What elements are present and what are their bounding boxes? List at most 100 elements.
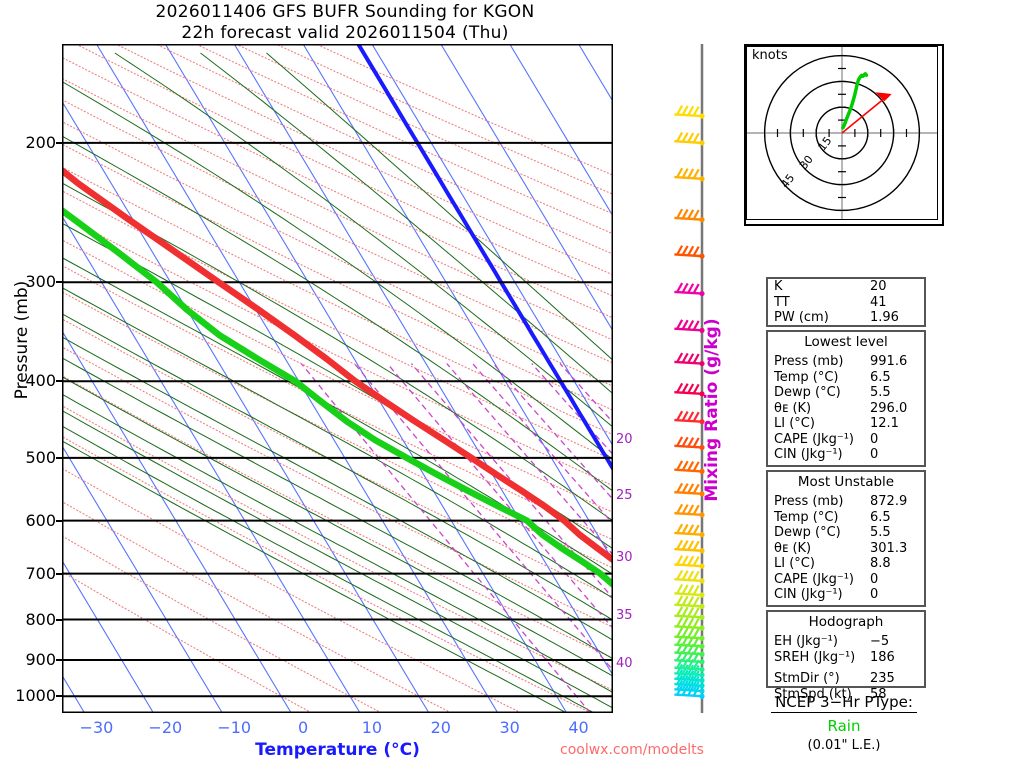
chart-title: 2026011406 GFS BUFR Sounding for KGON 22… xyxy=(0,2,690,44)
y-tick-800: 800 xyxy=(25,609,56,629)
hodograph-stat-value: 186 xyxy=(870,649,895,665)
lowest-level-header: Lowest level xyxy=(804,334,888,350)
most-unstable-label: Dewp (°C) xyxy=(774,525,841,540)
lowest-level-label: LI (°C) xyxy=(774,416,815,431)
right-axis-tick-20: 20 xyxy=(616,432,633,447)
index-label-tt: TT xyxy=(774,294,790,310)
index-row-tt: TT 41 xyxy=(768,295,924,311)
most-unstable-value: 0 xyxy=(870,571,879,587)
y-tick-mark-500 xyxy=(56,456,64,459)
right-axis-tick-30: 30 xyxy=(616,550,633,565)
watermark: coolwx.com/modelts xyxy=(560,742,704,758)
most-unstable-value: 872.9 xyxy=(870,494,908,509)
svg-text:45: 45 xyxy=(778,172,797,191)
hodograph-stat-row: EH (Jkg⁻¹) −5 xyxy=(768,634,924,650)
lowest-level-label: CIN (Jkg⁻¹) xyxy=(774,447,843,462)
right-axis-tick-25: 25 xyxy=(616,488,633,503)
index-value-k: 20 xyxy=(870,279,887,294)
index-row-k: K 20 xyxy=(768,279,924,295)
y-tick-mark-200 xyxy=(56,141,64,144)
most-unstable-header: Most Unstable xyxy=(797,474,895,490)
most-unstable-label: CIN (Jkg⁻¹) xyxy=(774,587,843,602)
hodograph-stat-label: StmSpd (kt) xyxy=(774,686,852,702)
y-tick-mark-400 xyxy=(56,380,64,383)
right-axis-tick-35: 35 xyxy=(616,608,633,623)
svg-text:30: 30 xyxy=(797,153,816,172)
y-tick-200: 200 xyxy=(25,132,56,152)
lowest-level-row: Press (mb) 991.6 xyxy=(768,354,924,370)
x-tick-0: 0 xyxy=(297,718,309,737)
x-tick-20: 20 xyxy=(430,718,451,737)
y-tick-mark-600 xyxy=(56,519,64,522)
hodograph-stat-row: StmSpd (kt) 58 xyxy=(768,687,924,703)
lowest-level-value: 6.5 xyxy=(870,369,891,385)
hodograph-stat-value: 58 xyxy=(870,686,887,702)
precip-type-amount: (0.01" L.E.) xyxy=(807,738,881,753)
y-tick-mark-800 xyxy=(56,618,64,621)
lowest-level-row: LI (°C) 12.1 xyxy=(768,416,924,432)
index-label-pw: PW (cm) xyxy=(774,310,829,325)
hodograph-stat-label: StmDir (°) xyxy=(774,671,840,686)
hodograph-units-label: knots xyxy=(752,48,788,63)
most-unstable-rows: Press (mb) 872.9 Temp (°C) 6.5 Dewp (°C) 5.5 θ… xyxy=(768,494,924,603)
lowest-level-value: 5.5 xyxy=(870,385,891,400)
x-axis-label: Temperature (°C) xyxy=(255,740,420,760)
most-unstable-value: 5.5 xyxy=(870,525,891,540)
most-unstable-row: CIN (Jkg⁻¹) 0 xyxy=(768,587,924,603)
skewt-canvas xyxy=(62,44,613,713)
index-value-pw: 1.96 xyxy=(870,310,899,325)
skewt-logp-diagram[interactable] xyxy=(62,44,613,713)
thermodynamic-indices-box: K 20 TT 41 PW (cm) 1.96 xyxy=(766,277,926,327)
lowest-level-box: Lowest level Press (mb) 991.6 Temp (°C) 6.5… xyxy=(766,330,926,467)
y-tick-900: 900 xyxy=(25,650,56,669)
most-unstable-row: θᴇ (K) 301.3 xyxy=(768,541,924,557)
most-unstable-value: 301.3 xyxy=(870,540,908,556)
lowest-level-row: Dewp (°C) 5.5 xyxy=(768,385,924,401)
lowest-level-value: 0 xyxy=(870,431,879,447)
y-tick-700: 700 xyxy=(25,563,56,583)
most-unstable-label: Temp (°C) xyxy=(774,509,839,525)
hodograph-stat-row: StmDir (°) 235 xyxy=(768,671,924,687)
wind-barb-column xyxy=(660,44,740,713)
index-row-pw: PW (cm) 1.96 xyxy=(768,310,924,326)
lowest-level-label: θᴇ (K) xyxy=(774,400,812,416)
most-unstable-row: Temp (°C) 6.5 xyxy=(768,510,924,526)
lowest-level-rows: Press (mb) 991.6 Temp (°C) 6.5 Dewp (°C) 5.5 θ… xyxy=(768,354,924,463)
y-tick-mark-900 xyxy=(56,659,64,661)
x-tick-10: 10 xyxy=(361,718,383,737)
index-value-tt: 41 xyxy=(870,294,887,310)
hodograph-panel[interactable]: 15 30 45 xyxy=(744,44,944,226)
lowest-level-row: CAPE (Jkg⁻¹) 0 xyxy=(768,432,924,448)
most-unstable-label: Press (mb) xyxy=(774,494,844,509)
right-axis-tick-40: 40 xyxy=(616,656,633,671)
lowest-level-label: CAPE (Jkg⁻¹) xyxy=(774,431,854,447)
lowest-level-value: 0 xyxy=(870,447,879,462)
hodograph-stats-box: Hodograph EH (Jkg⁻¹) −5 SREH (Jkg⁻¹) 186 Stm… xyxy=(766,610,926,702)
hodograph-stat-row: SREH (Jkg⁻¹) 186 xyxy=(768,650,924,666)
most-unstable-value: 8.8 xyxy=(870,556,891,571)
hodograph-stat-value: 235 xyxy=(870,671,895,686)
hodograph-stat-label: EH (Jkg⁻¹) xyxy=(774,634,838,649)
x-tick--10: −10 xyxy=(217,718,252,737)
y-tick-mark-300 xyxy=(56,281,64,284)
y-tick-400: 400 xyxy=(25,371,56,391)
svg-text:15: 15 xyxy=(816,134,835,153)
x-tick-30: 30 xyxy=(499,718,520,737)
hodograph-stat-value: −5 xyxy=(870,634,890,649)
lowest-level-row: θᴇ (K) 296.0 xyxy=(768,401,924,417)
y-tick-300: 300 xyxy=(25,272,56,292)
most-unstable-label: θᴇ (K) xyxy=(774,540,812,556)
lowest-level-label: Press (mb) xyxy=(774,354,844,369)
most-unstable-label: CAPE (Jkg⁻¹) xyxy=(774,571,854,587)
most-unstable-value: 0 xyxy=(870,587,879,602)
precip-type-header: NCEP 3−Hr PType: xyxy=(771,693,917,713)
y-tick-mark-700 xyxy=(56,572,64,575)
precip-type-value: Rain xyxy=(827,717,861,735)
most-unstable-row: Dewp (°C) 5.5 xyxy=(768,525,924,541)
most-unstable-box: Most Unstable Press (mb) 872.9 Temp (°C) 6.… xyxy=(766,470,926,607)
hodograph-stats-header: Hodograph xyxy=(808,614,884,630)
x-tick-40: 40 xyxy=(568,718,589,737)
lowest-level-value: 296.0 xyxy=(870,400,908,416)
hodograph-stat-label: SREH (Jkg⁻¹) xyxy=(774,649,856,665)
most-unstable-row: LI (°C) 8.8 xyxy=(768,556,924,572)
